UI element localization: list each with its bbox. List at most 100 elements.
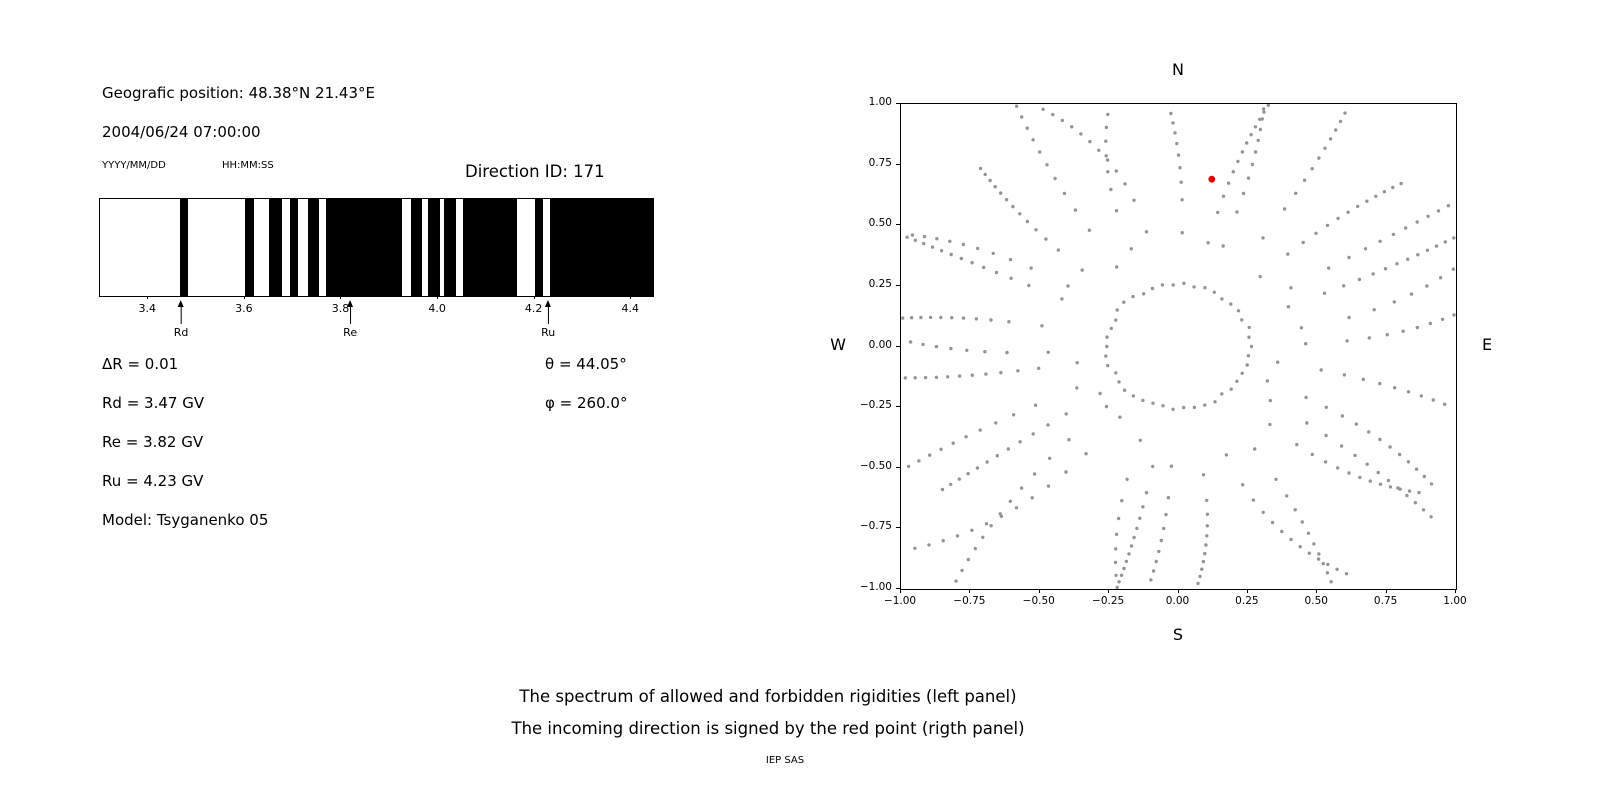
direction-dot <box>901 316 905 320</box>
direction-dot <box>939 315 943 320</box>
direction-dot <box>1122 566 1126 571</box>
direction-dot <box>1025 219 1030 224</box>
direction-dot <box>922 234 927 239</box>
compass-west-label: W <box>830 335 846 354</box>
direction-dot <box>1439 276 1443 280</box>
direction-dot <box>1205 498 1209 503</box>
direction-dot <box>1004 198 1009 202</box>
x-tick-label: 4.0 <box>428 302 446 315</box>
direction-dot <box>913 376 917 380</box>
direction-dot <box>1365 199 1369 203</box>
direction-dot <box>1046 350 1050 354</box>
direction-dot <box>1434 244 1439 248</box>
x-tick-label: 3.8 <box>331 302 350 315</box>
direction-dot <box>1179 180 1183 184</box>
direction-dot <box>1160 283 1165 287</box>
direction-dot <box>1367 336 1371 340</box>
direction-dot <box>1261 236 1265 240</box>
direction-dot <box>1040 324 1044 328</box>
y-tick-label: 0.50 <box>868 217 892 230</box>
direction-dot <box>1416 253 1420 257</box>
direction-dot <box>913 546 917 550</box>
direction-dot <box>903 376 907 380</box>
direction-dot <box>1310 452 1314 457</box>
direction-dot <box>1336 216 1340 221</box>
direction-dot <box>1118 415 1122 419</box>
direction-dot <box>978 428 982 432</box>
direction-dot <box>1132 198 1136 202</box>
direction-dot <box>1104 139 1108 143</box>
direction-dot <box>1386 478 1391 483</box>
direction-dot <box>1240 150 1245 154</box>
y-tick-label: 0.25 <box>868 277 892 290</box>
direction-dot <box>995 454 999 458</box>
rigidity-marker-rd: Rd <box>174 300 188 339</box>
direction-dot <box>1378 437 1382 442</box>
direction-dot <box>1300 520 1304 524</box>
direction-dot <box>1114 547 1118 551</box>
direction-dot <box>1056 248 1060 252</box>
direction-dot <box>1415 325 1419 330</box>
direction-dot <box>1131 394 1136 398</box>
direction-dot <box>1302 178 1307 182</box>
rigidity-spectrum-plot <box>99 198 654 297</box>
direction-dot <box>1180 198 1184 202</box>
direction-dot <box>1414 467 1419 471</box>
direction-dot <box>1201 473 1206 477</box>
direction-dot <box>1428 321 1433 326</box>
direction-dot <box>1141 505 1145 509</box>
x-tick-label: 0.00 <box>1165 595 1190 607</box>
direction-dot <box>1329 580 1333 584</box>
direction-dot <box>1304 395 1308 400</box>
forbidden-interval-band <box>268 199 282 296</box>
direction-dot <box>1406 390 1411 394</box>
direction-dot <box>1029 266 1033 270</box>
x-tick-label: −1.00 <box>883 595 917 607</box>
x-tick-label: 3.6 <box>235 302 253 315</box>
direction-dot <box>1008 499 1012 503</box>
direction-dot <box>1304 342 1308 346</box>
direction-dot <box>1011 204 1015 209</box>
direction-dot <box>1388 445 1392 449</box>
direction-dot <box>981 535 985 539</box>
direction-dot <box>1240 318 1244 322</box>
direction-dot <box>1385 333 1389 337</box>
direction-dot <box>1391 185 1395 190</box>
forbidden-interval-band <box>462 199 517 296</box>
direction-dot <box>954 579 958 583</box>
direction-dot <box>1245 141 1249 145</box>
direction-dot <box>1258 117 1262 121</box>
direction-dot <box>1229 387 1233 391</box>
direction-dot <box>1280 529 1284 534</box>
direction-dot <box>1125 477 1129 481</box>
y-tick-label: 0.00 <box>868 338 892 351</box>
direction-dot <box>1451 267 1455 271</box>
direction-dot <box>1008 257 1013 262</box>
direction-dot <box>1144 230 1149 234</box>
direction-dot <box>1044 237 1048 241</box>
direction-dot <box>1166 496 1171 500</box>
direction-dot <box>1301 240 1305 245</box>
direction-dot <box>1327 266 1331 270</box>
direction-dot <box>1317 156 1321 160</box>
compass-north-label: N <box>1172 60 1184 79</box>
direction-dot <box>1192 405 1197 410</box>
direction-dot <box>1198 574 1202 579</box>
x-tick-label: 3.4 <box>138 302 157 315</box>
x-tick-mark <box>437 296 439 299</box>
arrow-shaft <box>180 307 182 324</box>
compass-south-label: S <box>1172 625 1184 644</box>
direction-dot <box>1104 154 1108 158</box>
direction-dot <box>1286 305 1291 309</box>
direction-dot <box>1443 402 1447 406</box>
direction-dot <box>1419 394 1423 398</box>
direction-dot <box>1127 552 1131 556</box>
x-tick-label: 4.2 <box>524 302 543 315</box>
direction-dot <box>1080 268 1084 272</box>
direction-dot <box>1241 483 1245 487</box>
direction-dot <box>949 252 953 257</box>
direction-dot <box>1019 486 1024 490</box>
direction-dot <box>1305 421 1309 425</box>
direction-dot <box>1253 150 1258 154</box>
direction-dot <box>970 373 974 377</box>
